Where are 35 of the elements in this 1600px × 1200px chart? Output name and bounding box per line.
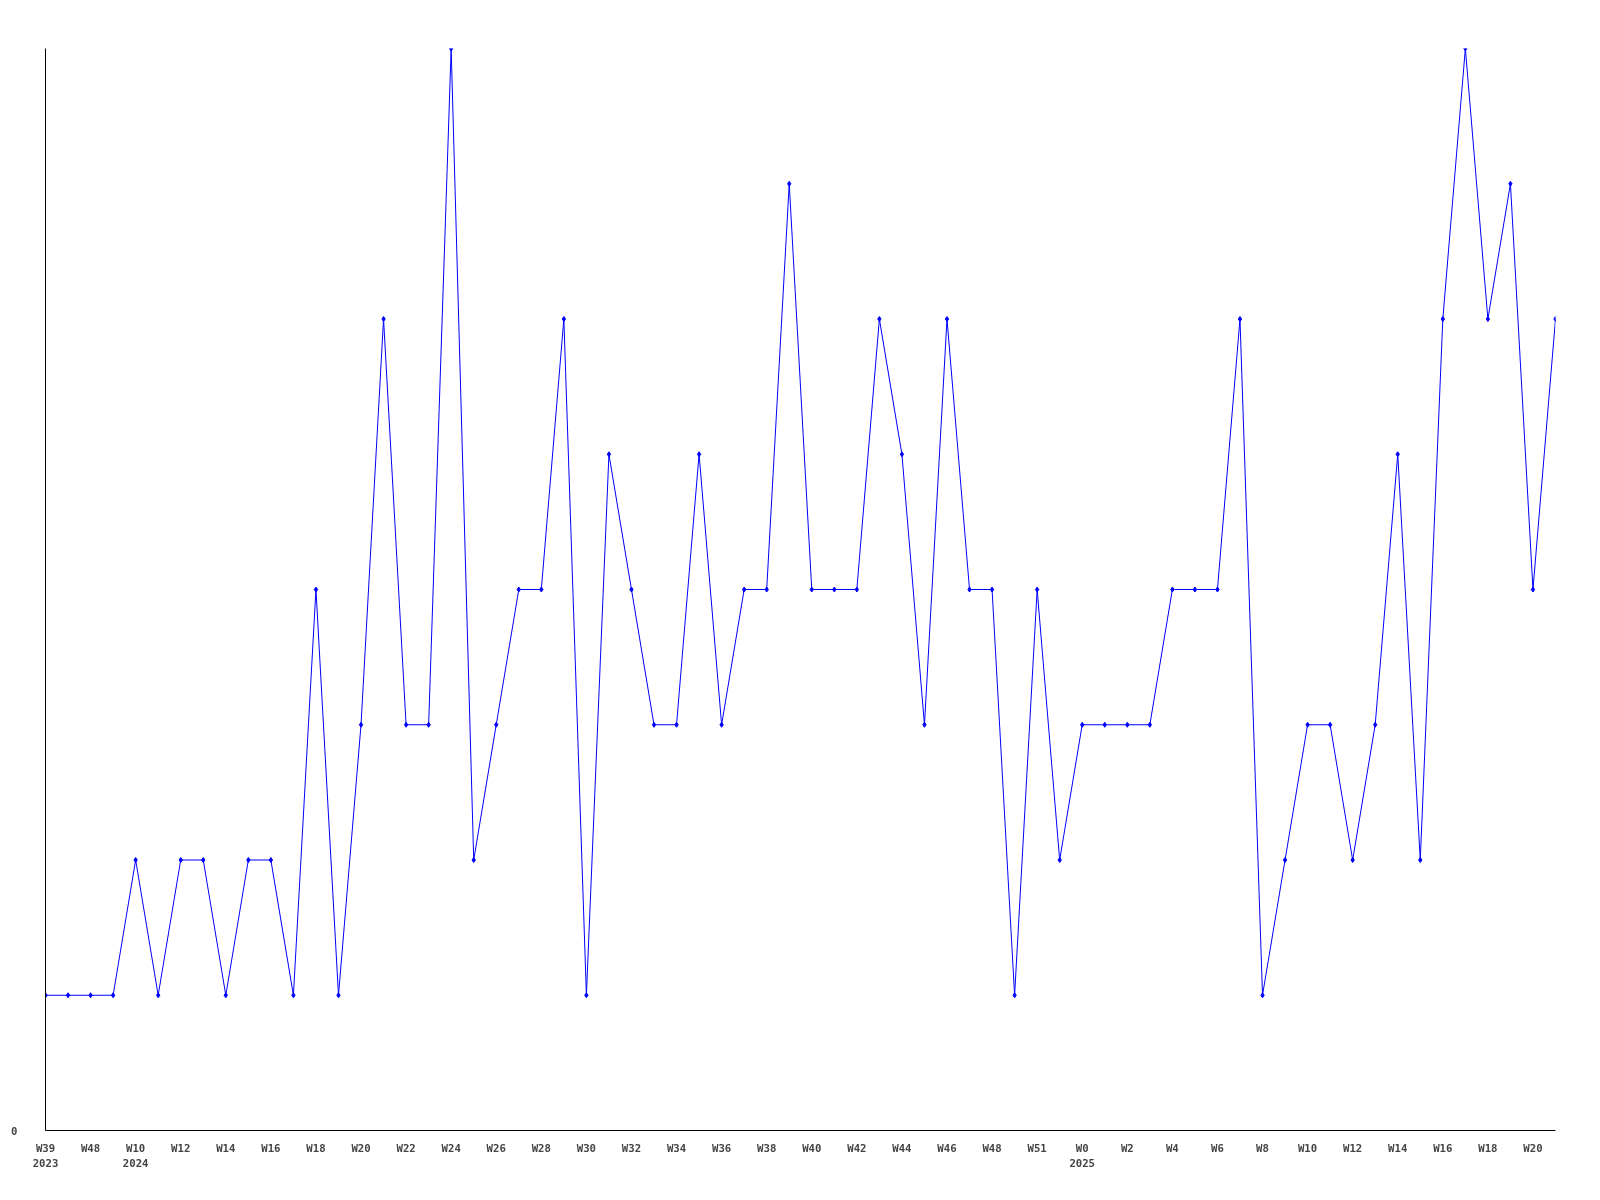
x-tick-label: W22 <box>396 1141 416 1155</box>
x-tick-label: W10 <box>1297 1141 1318 1155</box>
x-tick-label: W28 <box>531 1141 551 1155</box>
x-tick-label: W20 <box>1523 1141 1543 1155</box>
x-tick-label: W26 <box>486 1141 506 1155</box>
x-tick-label: W32 <box>621 1141 642 1155</box>
x-tick-label: W14 <box>216 1141 236 1155</box>
x-tick-label: W38 <box>757 1141 777 1155</box>
x-tick-label: W20 <box>351 1141 371 1155</box>
x-tick-label: W8 <box>1256 1141 1269 1155</box>
x-tick-label: W48 <box>80 1141 101 1155</box>
x-tick-label: W18 <box>306 1141 326 1155</box>
x-tick-label: W4 <box>1165 1141 1179 1155</box>
x-tick-label: W40 <box>802 1141 822 1155</box>
text: 0 <box>11 1124 18 1138</box>
x-tick-label: W2 <box>1120 1141 1134 1155</box>
x-tick-label: W12 <box>1343 1141 1363 1155</box>
x-tick-label: W16 <box>1433 1141 1453 1155</box>
x-tick-label: W18 <box>1478 1141 1498 1155</box>
x-tick-label: W46 <box>937 1141 957 1155</box>
x-tick-label: W39 2023 <box>32 1141 59 1171</box>
x-tick-label: W10 2024 <box>122 1141 149 1171</box>
x-tick-label: W12 <box>171 1141 191 1155</box>
x-tick-label: W0 2025 <box>1069 1141 1096 1171</box>
x-tick-label: W48 <box>982 1141 1002 1155</box>
x-tick-label: W16 <box>261 1141 281 1155</box>
x-tick-label: W36 <box>712 1141 732 1155</box>
x-tick-label: W42 <box>847 1141 867 1155</box>
x-tick-label: W34 <box>666 1141 687 1155</box>
x-tick-label: W6 <box>1211 1141 1224 1155</box>
x-tick-label: W51 <box>1027 1141 1047 1155</box>
x-tick-label: W44 <box>892 1141 912 1155</box>
x-tick-label: W14 <box>1388 1141 1408 1155</box>
x-tick-label: W24 <box>441 1141 461 1155</box>
x-tick-label: W30 <box>576 1141 597 1155</box>
